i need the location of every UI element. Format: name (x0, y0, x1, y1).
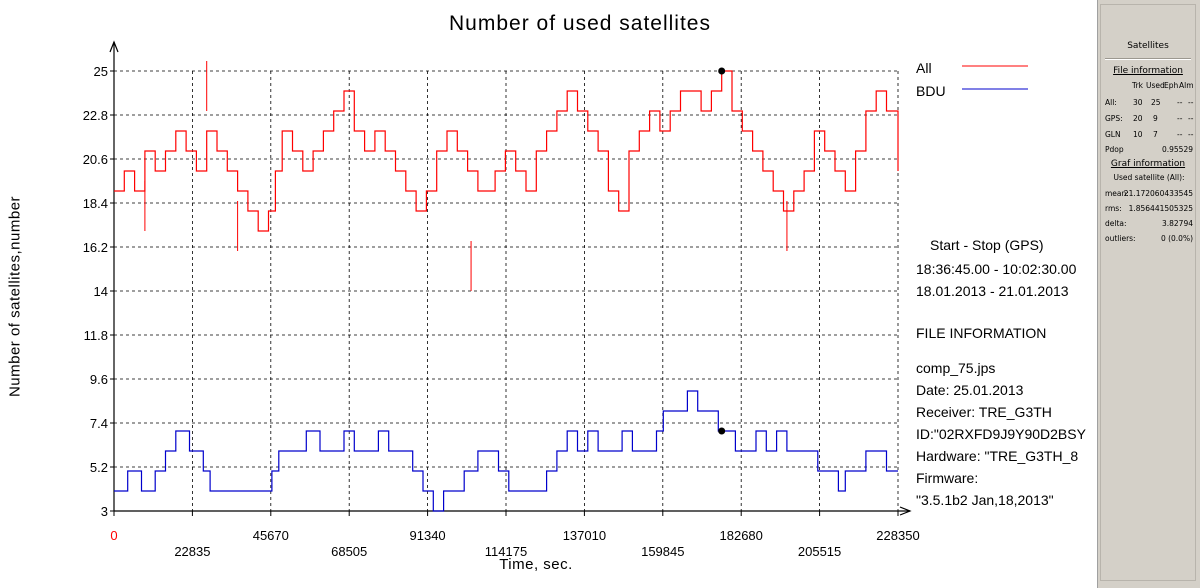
y-tick-label: 5.2 (90, 460, 108, 475)
col-alm: Alm (1179, 81, 1194, 90)
row-trk: 30 (1133, 98, 1143, 107)
series-marker (718, 427, 726, 435)
row-label: GLN (1105, 130, 1121, 139)
chart-svg: 3 5.2 7.4 9.6 11.8 14 16.2 18.4 20.6 22.8 25 0 22835… (83, 40, 1028, 559)
row-used: 9 (1153, 114, 1158, 123)
y-tick-label: 18.4 (83, 196, 108, 211)
x-tick-label: 205515 (798, 544, 841, 559)
chart-area: 3 5.2 7.4 9.6 11.8 14 16.2 18.4 20.6 22.8 25 0 22835… (7, 12, 1086, 573)
stat-row-mean: mean: 21.172060433545 (1105, 189, 1193, 199)
stat-value: 21.172060433545 (1123, 189, 1193, 198)
y-tick-label: 16.2 (83, 240, 108, 255)
stat-value: 0 (0.0%) (1160, 234, 1193, 243)
x-tick-label: 22835 (174, 544, 210, 559)
y-tick-label: 20.6 (83, 152, 108, 167)
x-tick-label: 137010 (563, 528, 606, 543)
row-used: 7 (1153, 130, 1158, 139)
y-tick-label: 9.6 (90, 372, 108, 387)
row-trk: 10 (1133, 130, 1143, 139)
x-axis-label: Time, sec. (499, 556, 573, 573)
file-name: comp_75.jps (916, 360, 996, 376)
y-tick-label: 3 (101, 504, 108, 519)
y-tick-label: 7.4 (90, 416, 108, 431)
y-tick-label: 22.8 (83, 108, 108, 123)
x-tick-label: 68505 (331, 544, 367, 559)
satellites-panel-frame: Satellites File information Trk Used Eph… (1100, 4, 1196, 581)
panel-columns-header: Trk Used Eph Alm (1105, 81, 1194, 91)
firmware-label: Firmware: (916, 470, 979, 486)
pdop-label: Pdop (1105, 145, 1124, 154)
panel-title: Satellites (1127, 41, 1169, 51)
series-line-all (114, 70, 899, 232)
graf-subtitle-row: Used satellite (All): (1105, 173, 1193, 183)
firmware-value: "3.5.1b2 Jan,18,2013" (916, 492, 1054, 508)
stat-label: rms: (1105, 204, 1122, 213)
graf-subtitle: Used satellite (All): (1113, 173, 1185, 182)
row-used: 25 (1151, 98, 1161, 107)
pdop-value: 0.95529 (1161, 145, 1193, 154)
stat-row-delta: delta: 3.82794 (1105, 219, 1193, 229)
chart-title: Number of used satellites (449, 12, 711, 35)
x-axis-arrow (899, 506, 912, 516)
col-used: Used (1146, 81, 1165, 90)
x-tick-label: 114175 (485, 544, 527, 559)
start-stop-label: Start - Stop (GPS) (930, 237, 1044, 253)
legend-label-bdu: BDU (916, 83, 946, 99)
panel-divider (1105, 59, 1191, 60)
receiver-id: ID:"02RXFD9J9Y90D2BSY (916, 426, 1086, 442)
panel-row-pdop: Pdop 0.95529 (1105, 145, 1193, 155)
stat-value: 3.82794 (1161, 219, 1193, 228)
file-date: Date: 25.01.2013 (916, 382, 1024, 398)
stat-label: delta: (1105, 219, 1127, 228)
row-alm: -- (1188, 114, 1194, 123)
satellites-panel: Satellites File information Trk Used Eph… (1097, 0, 1200, 588)
hardware: Hardware: "TRE_G3TH_8 (916, 448, 1079, 464)
graf-information-title: Graf information (1110, 159, 1186, 169)
y-axis-arrow (109, 40, 119, 53)
row-trk: 20 (1133, 114, 1143, 123)
row-eph: -- (1177, 114, 1183, 123)
stat-row-outliers: outliers: 0 (0.0%) (1105, 234, 1193, 244)
series-line-bdu (114, 390, 898, 512)
col-eph: Eph (1164, 81, 1179, 90)
x-tick-label: 159845 (641, 544, 684, 559)
stat-row-rms: rms: 1.856441505325 (1105, 204, 1193, 214)
series-marker (718, 67, 726, 75)
x-tick-label: 45670 (253, 528, 289, 543)
y-tick-label: 14 (94, 284, 108, 299)
row-label: GPS: (1105, 114, 1123, 123)
row-eph: -- (1177, 130, 1183, 139)
row-label: All: (1105, 98, 1117, 107)
file-information-title: File information (1113, 66, 1183, 76)
y-tick-label: 11.8 (84, 328, 108, 343)
x-tick-label: 91340 (410, 528, 446, 543)
file-info-header: FILE INFORMATION (916, 325, 1047, 341)
row-eph: -- (1177, 98, 1183, 107)
time-range: 18:36:45.00 - 10:02:30.00 (916, 261, 1077, 277)
stat-label: mean: (1105, 189, 1129, 198)
x-tick-label: 228350 (876, 528, 919, 543)
panel-row-gln: GLN 10 7 -- -- (1105, 130, 1193, 140)
stat-value: 1.856441505325 (1128, 204, 1193, 213)
panel-row-all: All: 30 25 -- -- (1105, 98, 1193, 108)
info-clip: All BDU Start - Stop (GPS) 18:36:45.00 -… (916, 60, 1086, 508)
legend-label-all: All (916, 60, 932, 76)
row-alm: -- (1188, 98, 1194, 107)
x-tick-label: 182680 (720, 528, 763, 543)
stat-label: outliers: (1105, 234, 1136, 243)
row-alm: -- (1188, 130, 1194, 139)
panel-row-gps: GPS: 20 9 -- -- (1105, 114, 1193, 124)
date-range: 18.01.2013 - 21.01.2013 (916, 283, 1069, 299)
y-tick-label: 25 (94, 64, 108, 79)
col-trk: Trk (1132, 81, 1143, 90)
x-tick-label: 0 (110, 528, 117, 543)
receiver: Receiver: TRE_G3TH (916, 404, 1052, 420)
